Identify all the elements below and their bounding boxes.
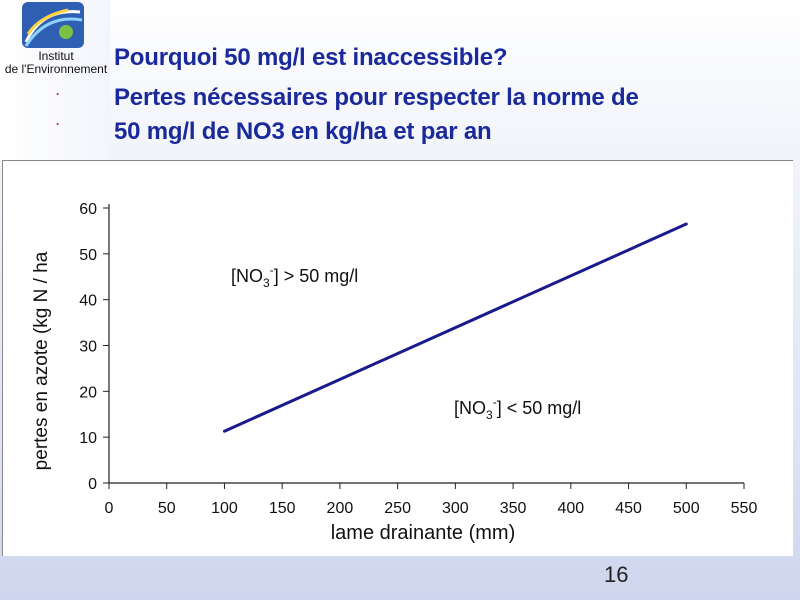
series-line-1 [222,222,688,433]
logo-line-1: Institut [38,49,74,63]
y-tick-label: 30 [79,339,97,356]
x-tick-label: 400 [557,500,584,517]
x-tick-label: 350 [500,500,527,517]
x-tick-label: 200 [327,500,354,517]
chart-annotations: [NO3-] > 50 mg/l [NO3-] < 50 mg/l [231,263,581,422]
title-line-2: Pertes nécessaires pour respecter la nor… [114,84,639,111]
y-tick-label: 40 [79,293,97,310]
x-tick-label: 50 [158,500,176,517]
x-tick-label: 500 [673,500,700,517]
x-tick-label: 550 [731,500,758,517]
x-tick-label: 300 [442,500,469,517]
title-line-3: 50 mg/l de NO3 en kg/ha et par an [114,118,492,145]
x-tick-label: 100 [211,500,238,517]
region-annotation-2: [NO3-] < 50 mg/l [454,395,581,422]
y-tick-label: 60 [79,201,97,218]
page-number: 16 [604,562,629,587]
nitrogen-loss-chart: 0 10 20 30 40 50 60 0 50 100 150 200 250 300 350 400 450… [31,201,757,544]
y-tick-label: 10 [79,430,97,447]
x-axis-label: lame drainante (mm) [331,522,516,544]
x-tick-label: 450 [615,500,642,517]
bullet-1: . [56,84,60,98]
region-annotation-1: [NO3-] > 50 mg/l [231,263,358,290]
chart-axes [108,204,744,484]
x-tick-label: 0 [105,500,114,517]
title-line-1: Pourquoi 50 mg/l est inaccessible? [114,44,508,71]
chart-series [222,222,688,433]
chart-ticks: 0 10 20 30 40 50 60 0 50 100 150 200 250 300 350 400 450… [79,201,757,517]
logo-label: Institut de l'Environnement [0,50,112,76]
institute-logo-icon [22,2,84,48]
chart-panel: 0 10 20 30 40 50 60 0 50 100 150 200 250 300 350 400 450… [2,160,793,556]
x-tick-label: 250 [384,500,411,517]
y-axis-label: pertes en azote (kg N / ha [31,251,52,470]
x-tick-label: 150 [269,500,296,517]
bullet-2: . [56,114,60,128]
y-tick-label: 20 [79,384,97,401]
logo-line-2: de l'Environnement [4,62,108,76]
y-tick-label: 50 [79,247,97,264]
y-tick-label: 0 [88,476,97,493]
